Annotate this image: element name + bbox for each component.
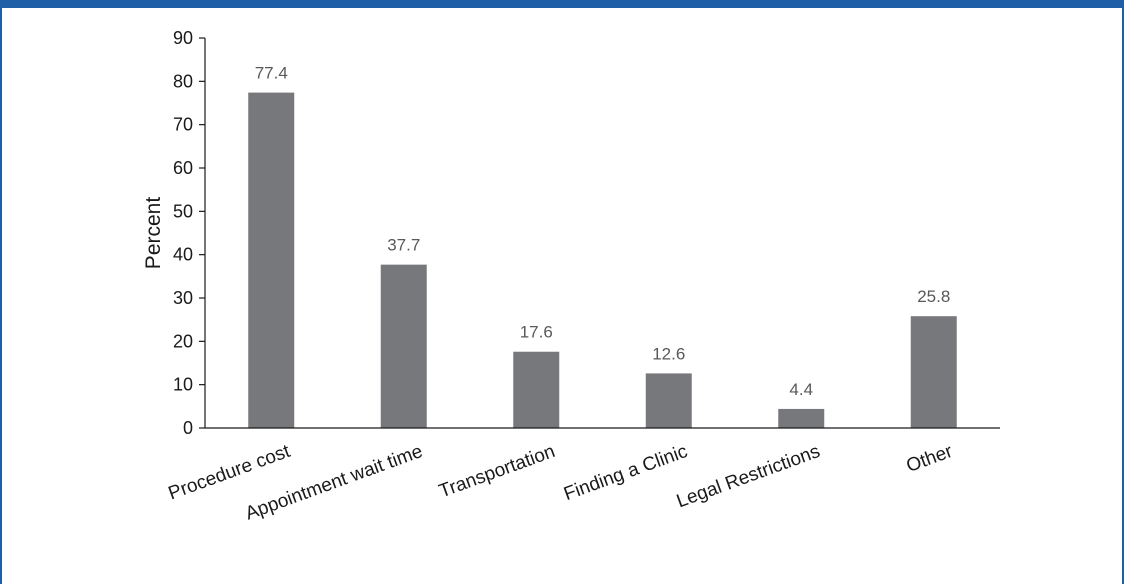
bar-data-label: 4.4 [789, 380, 813, 399]
bar [645, 373, 692, 428]
bar-data-label: 37.7 [387, 236, 420, 255]
y-tick-label: 90 [173, 28, 193, 48]
y-axis-title: Percent [142, 197, 165, 270]
y-tick-label: 80 [173, 71, 193, 91]
y-tick-label: 70 [173, 115, 193, 135]
bar [248, 92, 295, 428]
data-labels: 77.4 37.7 17.6 12.6 4.4 25.8 [255, 64, 951, 399]
x-category-label: Finding a Clinic [561, 441, 690, 505]
y-tick-label: 20 [173, 331, 193, 351]
y-tick-label: 60 [173, 158, 193, 178]
x-category-label: Transportation [436, 441, 558, 502]
bar [778, 408, 825, 428]
bar-data-label: 25.8 [917, 287, 950, 306]
header-bar [0, 0, 1124, 8]
y-tick-label: 50 [173, 201, 193, 221]
x-category-label: Other [904, 441, 956, 477]
y-tick-label: 30 [173, 288, 193, 308]
bar [513, 351, 560, 428]
y-axis-ticks: 0 10 20 30 40 50 60 70 80 90 [173, 28, 205, 438]
bar-data-label: 77.4 [255, 64, 288, 83]
y-tick-label: 0 [183, 418, 193, 438]
bar [910, 316, 957, 428]
bar-data-label: 12.6 [652, 344, 685, 363]
x-category-label: Legal Restrictions [674, 441, 823, 512]
bar [380, 264, 427, 428]
bar-data-label: 17.6 [520, 323, 553, 342]
y-tick-label: 10 [173, 375, 193, 395]
bars [248, 92, 957, 428]
y-tick-label: 40 [173, 245, 193, 265]
